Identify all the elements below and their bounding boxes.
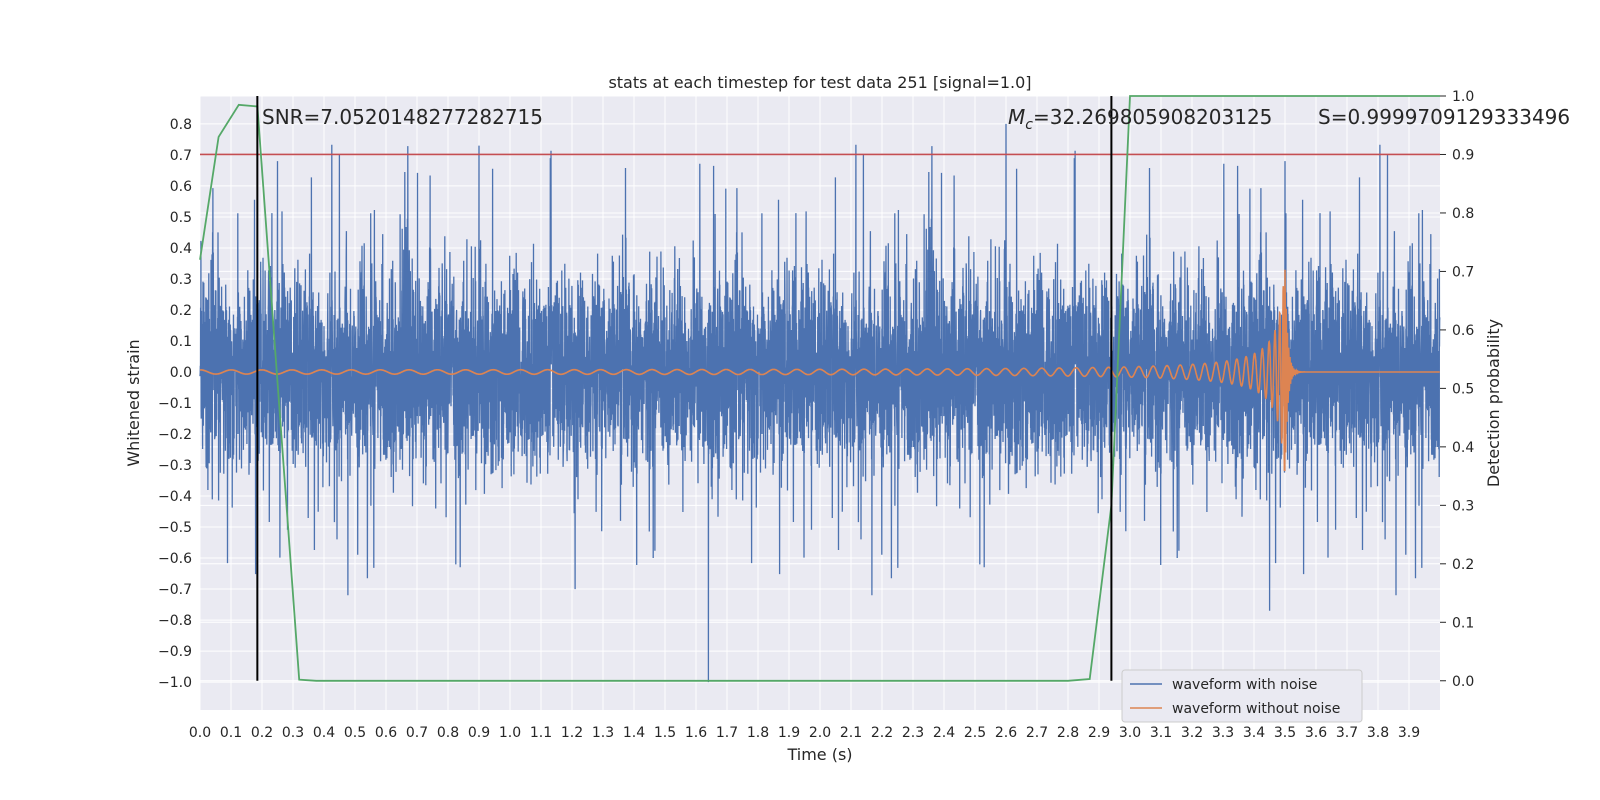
y-tick-label: 0.4 (170, 241, 192, 257)
x-tick-label: 2.0 (809, 725, 831, 741)
y2-tick-label: 0.4 (1452, 440, 1474, 456)
y-tick-label: 0.5 (170, 210, 192, 226)
x-tick-label: 0.8 (437, 725, 459, 741)
y-tick-label: 0.8 (170, 117, 192, 133)
x-tick-label: 1.9 (778, 725, 800, 741)
y-tick-label: 0.0 (170, 365, 192, 381)
y2-tick-label: 0.1 (1452, 615, 1474, 631)
x-tick-label: 3.4 (1243, 725, 1265, 741)
legend: waveform with noise waveform without noi… (1121, 669, 1363, 723)
x-tick-label: 1.2 (561, 725, 583, 741)
y-tick-label: 0.1 (170, 334, 192, 350)
y-tick-label: −0.5 (158, 520, 192, 536)
y2-axis-label: Detection probability (1484, 319, 1503, 487)
legend-label-noise: waveform with noise (1172, 677, 1317, 693)
y-tick-label: −1.0 (158, 675, 192, 691)
y2-tick-label: 0.6 (1452, 323, 1474, 339)
x-tick-label: 1.7 (716, 725, 738, 741)
y2-tick-label: 1.0 (1452, 89, 1474, 105)
x-tick-label: 0.4 (313, 725, 335, 741)
series-detection-probability (199, 95, 1440, 682)
y-tick-label: −0.4 (158, 489, 192, 505)
y-tick-label: −0.8 (158, 613, 192, 629)
x-tick-label: 2.2 (871, 725, 893, 741)
x-axis-label: Time (s) (786, 745, 852, 764)
snr-annotation: SNR=7.0520148277282715 (262, 105, 543, 129)
legend-label-clean: waveform without noise (1172, 701, 1340, 717)
x-tick-label: 2.3 (902, 725, 924, 741)
y2-tick-label: 0.2 (1452, 557, 1474, 573)
x-tick-label: 3.8 (1367, 725, 1389, 741)
x-tick-label: 3.1 (1150, 725, 1172, 741)
x-tick-label: 2.9 (1088, 725, 1110, 741)
x-tick-label: 0.5 (344, 725, 366, 741)
y-tick-label: −0.2 (158, 427, 192, 443)
chirp-mass-symbol: M (1008, 105, 1025, 129)
y-tick-label: −0.6 (158, 551, 192, 567)
x-tick-label: 1.6 (685, 725, 707, 741)
x-tick-label: 3.7 (1336, 725, 1358, 741)
y2-tick-label: 0.7 (1452, 264, 1474, 280)
x-tick-label: 1.5 (654, 725, 676, 741)
chirp-mass-subscript: c (1025, 117, 1033, 133)
x-tick-label: 3.6 (1305, 725, 1327, 741)
tick-labels: 0.0 0.1 0.2 0.3 0.4 0.5 0.6 0.7 0.8 0.9 1.0 1.1 1.2 1… (158, 89, 1474, 741)
series-lines (199, 95, 1441, 683)
x-tick-label: 1.0 (499, 725, 521, 741)
y2-tick-label: 0.5 (1452, 381, 1474, 397)
score-annotation: S=0.9999709129333496 (1318, 105, 1570, 129)
y2-tick-label: 0.3 (1452, 498, 1474, 514)
x-tick-label: 3.9 (1398, 725, 1420, 741)
chart-title: stats at each timestep for test data 251… (608, 73, 1031, 92)
x-tick-label: 0.9 (468, 725, 490, 741)
y2-tick-label: 0.8 (1452, 206, 1474, 222)
x-tick-label: 2.4 (933, 725, 955, 741)
y-tick-label: 0.3 (170, 272, 192, 288)
y-axis-label: Whitened strain (124, 339, 143, 466)
series-waveform-without-noise (200, 269, 1440, 472)
x-tick-label: 3.3 (1212, 725, 1234, 741)
x-tick-label: 0.2 (251, 725, 273, 741)
chirp-mass-value: =32.269805908203125 (1033, 105, 1272, 129)
y-tick-label: −0.1 (158, 396, 192, 412)
y-tick-label: −0.9 (158, 644, 192, 660)
x-tick-label: 1.1 (530, 725, 552, 741)
x-tick-label: 2.6 (995, 725, 1017, 741)
series-waveform-with-noise (199, 123, 1441, 683)
x-tick-label: 3.2 (1181, 725, 1203, 741)
x-tick-label: 3.5 (1274, 725, 1296, 741)
x-tick-label: 1.8 (747, 725, 769, 741)
x-tick-label: 0.6 (375, 725, 397, 741)
x-tick-label: 3.0 (1119, 725, 1141, 741)
y-tick-label: 0.6 (170, 179, 192, 195)
legend-frame (1121, 669, 1363, 723)
chirp-mass-annotation: Mc=32.269805908203125 (1008, 105, 1272, 133)
x-tick-label: 2.1 (840, 725, 862, 741)
x-tick-label: 0.1 (220, 725, 242, 741)
y-tick-label: −0.3 (158, 458, 192, 474)
x-tick-label: 0.3 (282, 725, 304, 741)
y-tick-label: −0.7 (158, 582, 192, 598)
y2-tick-label: 0.0 (1452, 674, 1474, 690)
x-tick-label: 2.7 (1026, 725, 1048, 741)
y-tick-label: 0.7 (170, 148, 192, 164)
x-tick-label: 2.8 (1057, 725, 1079, 741)
x-tick-label: 0.7 (406, 725, 428, 741)
x-tick-label: 0.0 (189, 725, 211, 741)
x-tick-label: 2.5 (964, 725, 986, 741)
x-tick-label: 1.3 (592, 725, 614, 741)
x-tick-label: 1.4 (623, 725, 645, 741)
y-tick-label: 0.2 (170, 303, 192, 319)
y2-tick-label: 0.9 (1452, 147, 1474, 163)
